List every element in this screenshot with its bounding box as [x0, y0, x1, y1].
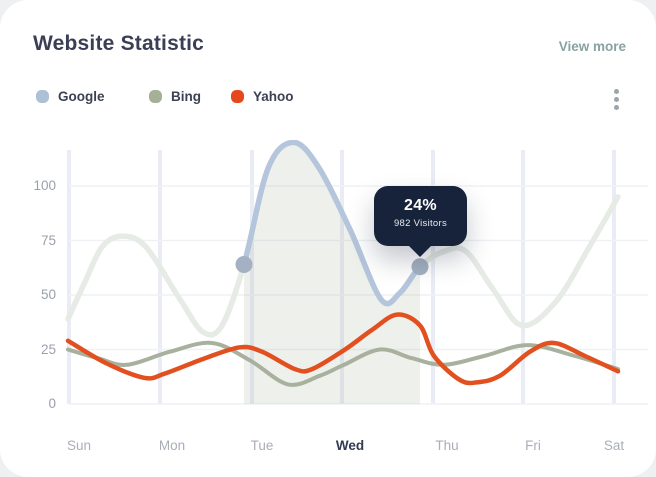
yahoo-line	[65, 312, 621, 386]
legend-item-google[interactable]: Google	[36, 89, 105, 104]
kebab-dot	[614, 89, 619, 94]
x-label-tue: Tue	[250, 438, 274, 453]
legend-label: Bing	[171, 89, 201, 104]
legend-item-yahoo[interactable]: Yahoo	[231, 89, 294, 104]
legend-label: Google	[58, 89, 105, 104]
google-legend-swatch	[36, 90, 49, 103]
x-label-sat: Sat	[603, 438, 625, 453]
legend-item-bing[interactable]: Bing	[149, 89, 201, 104]
y-tick-75: 75	[40, 232, 56, 248]
y-tick-0: 0	[48, 396, 56, 411]
google-line-highlight	[241, 140, 423, 307]
y-tick-50: 50	[40, 287, 56, 302]
x-label-mon: Mon	[158, 438, 186, 453]
legend-label: Yahoo	[253, 89, 294, 104]
bing-line	[66, 340, 620, 387]
data-point-marker[interactable]	[235, 256, 253, 273]
yahoo-legend-swatch	[231, 90, 244, 103]
view-more-link[interactable]: View more	[558, 39, 626, 54]
y-tick-100: 100	[33, 178, 56, 193]
bing-legend-swatch	[149, 90, 162, 103]
x-label-wed: Wed	[335, 438, 365, 453]
tooltip-pointer-icon	[408, 245, 432, 257]
tooltip-subtext: 982 Visitors	[393, 218, 448, 229]
chart-tooltip: 24% 982 Visitors	[374, 186, 467, 257]
tooltip-value: 24%	[404, 197, 437, 214]
chart-plot-area[interactable]	[0, 140, 656, 477]
page-title: Website Statistic	[33, 32, 205, 55]
x-label-sun: Sun	[66, 438, 92, 453]
x-label-thu: Thu	[435, 438, 459, 453]
kebab-dot	[614, 105, 619, 110]
x-label-fri: Fri	[525, 438, 541, 453]
y-tick-25: 25	[40, 341, 56, 357]
data-point-marker[interactable]	[411, 258, 429, 276]
highlight-area-fill	[244, 142, 420, 404]
kebab-dot	[614, 97, 619, 102]
kebab-menu-icon[interactable]	[612, 87, 621, 112]
